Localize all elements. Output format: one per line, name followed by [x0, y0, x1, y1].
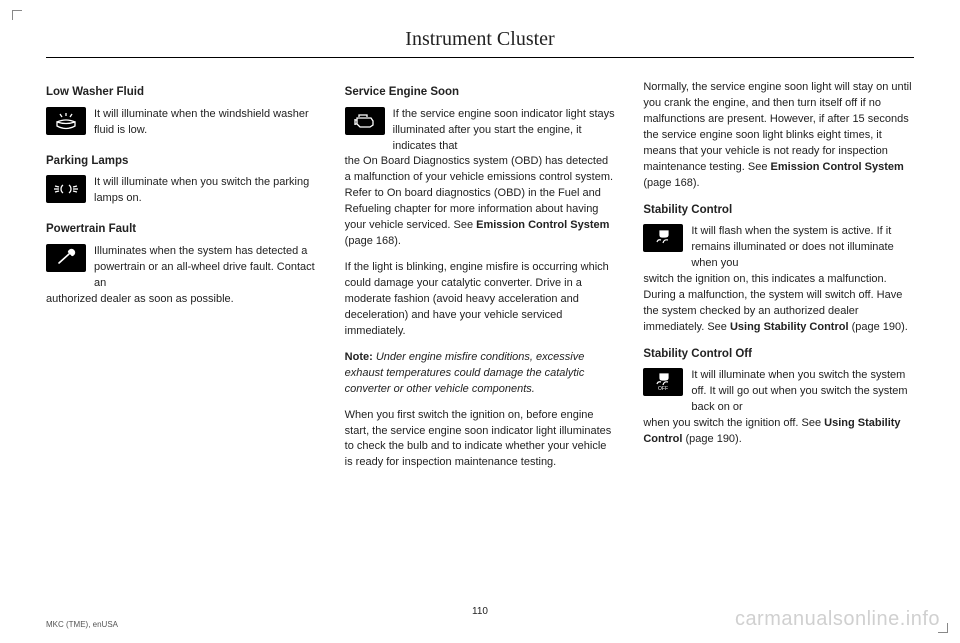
content-columns: Low Washer Fluid It will illuminate when…: [46, 80, 914, 481]
entry-parking-lamps: It will illuminate when you switch the p…: [46, 175, 317, 207]
service-engine-text-b: the On Board Diagnostics system (OBD) ha…: [345, 154, 616, 250]
service-engine-text-a: If the service engine soon indicator lig…: [393, 107, 616, 155]
stability-off-icon: OFF: [643, 368, 683, 396]
crop-mark-tl: [12, 10, 22, 20]
engine-icon: [345, 107, 385, 135]
heading-powertrain: Powertrain Fault: [46, 221, 317, 238]
column-1: Low Washer Fluid It will illuminate when…: [46, 80, 317, 481]
heading-service-engine: Service Engine Soon: [345, 84, 616, 101]
manual-page: Instrument Cluster Low Washer Fluid It w…: [0, 0, 960, 643]
page-ref-190-2: (page 190).: [682, 433, 741, 445]
powertrain-text-b: authorized dealer as soon as possible.: [46, 292, 317, 308]
ref-emission-control: Emission Control System: [476, 219, 609, 231]
page-ref-168-2: (page 168).: [643, 177, 699, 189]
entry-stability-off: OFF It will illuminate when you switch t…: [643, 368, 914, 416]
heading-stability-control: Stability Control: [643, 202, 914, 219]
stability-control-icon: [643, 224, 683, 252]
service-engine-note: Note: Under engine misfire conditions, e…: [345, 350, 616, 398]
column-3: Normally, the service engine soon light …: [643, 80, 914, 481]
stability-off-cont: when you switch the ignition off. See: [643, 417, 824, 429]
stability-off-text-b: when you switch the ignition off. See Us…: [643, 416, 914, 448]
wrench-icon: [46, 244, 86, 272]
heading-parking-lamps: Parking Lamps: [46, 153, 317, 170]
stability-text-b: switch the ignition on, this indicates a…: [643, 272, 914, 336]
entry-service-engine: If the service engine soon indicator lig…: [345, 107, 616, 155]
low-washer-text: It will illuminate when the windshield w…: [94, 107, 317, 139]
doc-id: MKC (TME), enUSA: [46, 620, 118, 629]
powertrain-text-a: Illuminates when the system has detected…: [94, 244, 317, 292]
page-header: Instrument Cluster: [46, 28, 914, 58]
heading-stability-off: Stability Control Off: [643, 346, 914, 363]
stability-off-text-a: It will illuminate when you switch the s…: [691, 368, 914, 416]
service-engine-cont2: Normally, the service engine soon light …: [643, 80, 914, 192]
service-engine-p3: When you first switch the ignition on, b…: [345, 408, 616, 472]
entry-stability-control: It will flash when the system is active.…: [643, 224, 914, 272]
watermark: carmanualsonline.info: [735, 608, 940, 631]
page-ref-168: (page 168).: [345, 235, 401, 247]
washer-fluid-icon: [46, 107, 86, 135]
ref-emission-control-2: Emission Control System: [771, 161, 904, 173]
note-label: Note:: [345, 351, 373, 363]
svg-text:OFF: OFF: [658, 386, 668, 392]
stability-text-a: It will flash when the system is active.…: [691, 224, 914, 272]
ref-stability: Using Stability Control: [730, 321, 849, 333]
parking-lamps-icon: [46, 175, 86, 203]
service-engine-p2: If the light is blinking, engine misfire…: [345, 260, 616, 340]
col3-p1-text: Normally, the service engine soon light …: [643, 81, 911, 173]
column-2: Service Engine Soon If the service engin…: [345, 80, 616, 481]
heading-low-washer: Low Washer Fluid: [46, 84, 317, 101]
parking-lamps-text: It will illuminate when you switch the p…: [94, 175, 317, 207]
entry-low-washer: It will illuminate when the windshield w…: [46, 107, 317, 139]
note-body: Under engine misfire conditions, excessi…: [345, 351, 585, 395]
page-ref-190: (page 190).: [849, 321, 908, 333]
entry-powertrain: Illuminates when the system has detected…: [46, 244, 317, 292]
